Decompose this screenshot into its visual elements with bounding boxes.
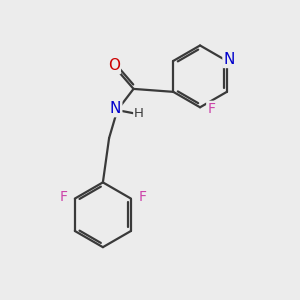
Text: H: H xyxy=(134,107,144,120)
Text: F: F xyxy=(207,102,215,116)
Text: N: N xyxy=(110,101,121,116)
Text: F: F xyxy=(60,190,68,204)
Text: F: F xyxy=(138,190,146,204)
Text: O: O xyxy=(108,58,120,73)
Text: N: N xyxy=(224,52,235,67)
